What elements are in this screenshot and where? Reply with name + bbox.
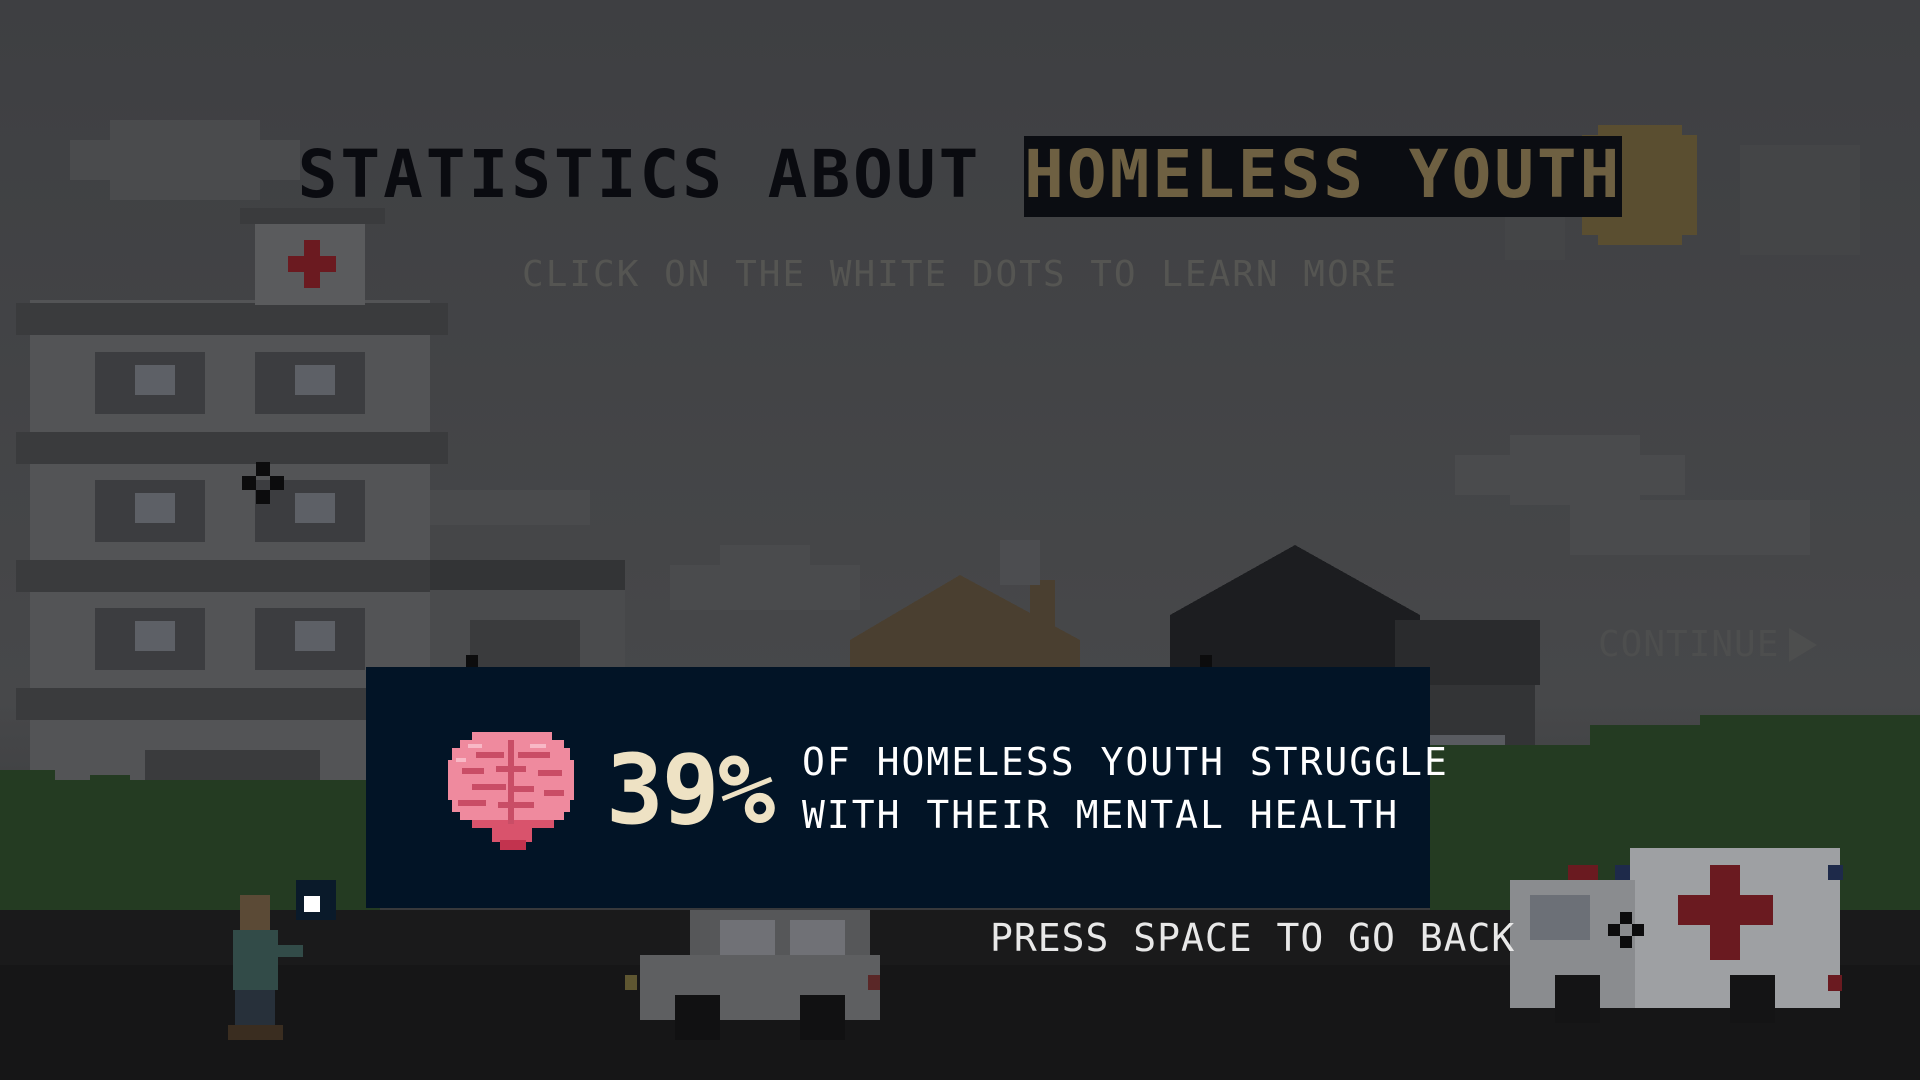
play-arrow-icon — [1789, 627, 1818, 662]
brain-icon — [448, 732, 574, 850]
page-title: STATISTICS ABOUT HOMELESS YOUTH — [0, 136, 1920, 217]
car — [625, 910, 880, 1040]
stat-line-2: WITH THEIR MENTAL HEALTH — [802, 793, 1400, 837]
title-prefix: STATISTICS ABOUT — [297, 136, 982, 213]
continue-button[interactable]: CONTINUE — [1598, 624, 1818, 665]
stat-percentage: 39% — [606, 734, 775, 846]
info-dot-ambulance[interactable] — [1614, 918, 1636, 940]
info-dot-person[interactable] — [300, 892, 322, 914]
stat-description: OF HOMELESS YOUTH STRUGGLE WITH THEIR ME… — [802, 736, 1449, 842]
stat-line-1: OF HOMELESS YOUTH STRUGGLE — [802, 740, 1449, 784]
continue-label: CONTINUE — [1598, 624, 1780, 665]
info-dot-hospital[interactable] — [252, 472, 274, 494]
instructions-subtitle: CLICK ON THE WHITE DOTS TO LEARN MORE — [522, 254, 1398, 295]
title-highlight: HOMELESS YOUTH — [1024, 136, 1623, 217]
ambulance — [1510, 848, 1843, 1023]
back-hint: PRESS SPACE TO GO BACK — [990, 916, 1516, 960]
person-figure — [228, 895, 303, 1040]
clouds — [70, 120, 1810, 610]
